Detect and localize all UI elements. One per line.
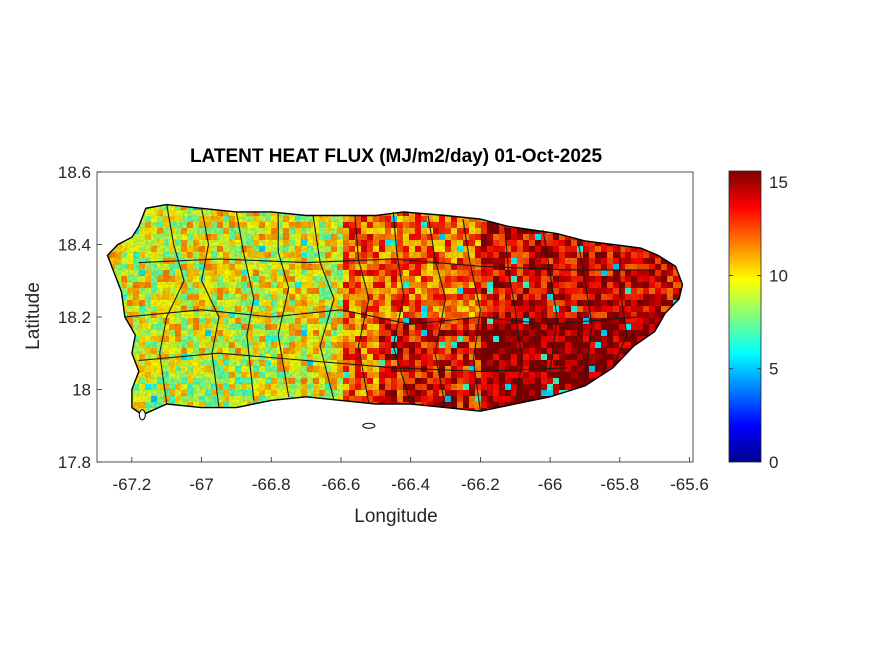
municipal-boundary bbox=[312, 215, 335, 401]
municipal-boundary bbox=[462, 219, 481, 412]
colorbar: 0 5 10 15 bbox=[728, 170, 788, 472]
municipal-boundary bbox=[427, 215, 447, 408]
chart-title: LATENT HEAT FLUX (MJ/m2/day) 01-Oct-2025 bbox=[190, 146, 603, 167]
municipal-boundary bbox=[138, 352, 568, 372]
colorbar-tick-label: 15 bbox=[769, 173, 788, 192]
x-tick-label: -66 bbox=[538, 475, 563, 494]
municipal-boundaries bbox=[124, 204, 655, 412]
x-tick-label: -66.4 bbox=[391, 475, 430, 494]
y-tick-label: 17.8 bbox=[58, 453, 91, 472]
x-tick-label: -67 bbox=[189, 475, 214, 494]
heat-layer bbox=[107, 204, 683, 415]
y-tick-label: 18 bbox=[72, 381, 91, 400]
y-tick-label: 18.6 bbox=[58, 163, 91, 182]
municipal-boundary bbox=[201, 208, 220, 408]
municipal-boundary bbox=[612, 244, 628, 369]
municipal-boundary bbox=[392, 211, 412, 405]
x-tick-label: -65.8 bbox=[600, 475, 639, 494]
municipal-boundary bbox=[277, 211, 290, 397]
small-islands bbox=[138, 409, 376, 429]
colorbar-gradient bbox=[728, 170, 762, 463]
x-tick-label: -67.2 bbox=[112, 475, 151, 494]
island-outline bbox=[106, 203, 684, 416]
small-island bbox=[138, 409, 146, 421]
municipal-boundary bbox=[235, 211, 255, 401]
y-axis-label: Latitude bbox=[23, 282, 44, 350]
municipal-boundary bbox=[577, 240, 593, 383]
municipal-boundary bbox=[504, 226, 523, 405]
x-tick-label: -65.6 bbox=[670, 475, 709, 494]
colorbar-ticks: 0 5 10 15 bbox=[729, 173, 788, 472]
colorbar-tick-label: 5 bbox=[769, 360, 778, 379]
municipal-boundary bbox=[542, 229, 558, 372]
small-island bbox=[362, 422, 376, 429]
x-axis: -67.2 -67 -66.8 -66.6 -66.4 -66.2 -66 -65.8 -65.… bbox=[112, 457, 709, 494]
municipal-boundary bbox=[138, 258, 655, 271]
y-tick-label: 18.2 bbox=[58, 308, 91, 327]
x-axis-label: Longitude bbox=[354, 506, 437, 527]
y-axis: 17.8 18 18.2 18.4 18.6 bbox=[58, 163, 102, 472]
y-tick-label: 18.4 bbox=[58, 236, 91, 255]
municipal-boundary bbox=[159, 204, 185, 405]
x-tick-label: -66.8 bbox=[252, 475, 291, 494]
colorbar-tick-label: 0 bbox=[769, 453, 778, 472]
x-tick-label: -66.2 bbox=[461, 475, 500, 494]
municipal-boundary bbox=[124, 309, 638, 325]
map-axes: -67.2 -67 -66.8 -66.6 -66.4 -66.2 -66 -65.8 -65.… bbox=[58, 163, 709, 494]
colorbar-tick-label: 10 bbox=[769, 266, 788, 285]
x-tick-label: -66.6 bbox=[322, 475, 361, 494]
